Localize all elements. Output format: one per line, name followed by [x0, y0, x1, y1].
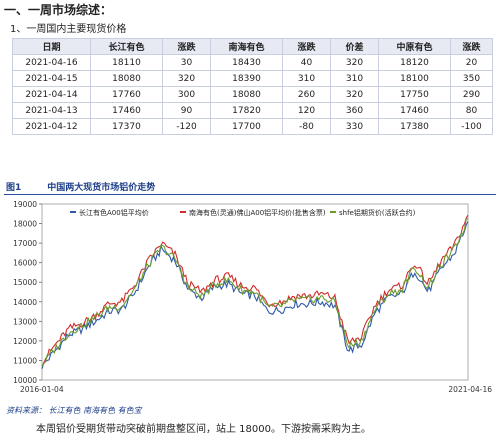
- y-tick-label: 14000: [13, 298, 37, 307]
- y-tick-label: 18000: [13, 220, 37, 229]
- column-header: 日期: [12, 38, 91, 55]
- table-cell: -120: [162, 118, 211, 135]
- table-cell: 18120: [378, 54, 451, 71]
- y-tick-label: 16000: [13, 259, 37, 268]
- aluminum-price-chart: 10000 11000 12000 13000 14000 15000 16000 17000…: [13, 200, 492, 394]
- column-header: 南海有色: [210, 38, 283, 55]
- series-line: [41, 221, 469, 370]
- y-tick-label: 12000: [13, 337, 37, 346]
- series-line: [41, 214, 469, 367]
- table-cell: 320: [330, 54, 379, 71]
- table-cell: 120: [282, 102, 331, 119]
- summary-text: 本周铝价受期货带动突破前期盘整区间，站上 18000。下游按需采购为主。: [36, 424, 371, 435]
- table-cell: 260: [282, 86, 331, 103]
- table-cell: 17750: [378, 86, 451, 103]
- legend-label: 南海有色(灵通)佛山A00铝平均价(批售含票): [189, 208, 326, 217]
- column-header: 涨跌: [282, 38, 331, 55]
- table-cell: 17820: [210, 102, 283, 119]
- table-cell: 30: [162, 54, 211, 71]
- table-cell: 17370: [90, 118, 163, 135]
- y-tick-label: 17000: [13, 239, 37, 248]
- table-cell: 2021-04-16: [12, 54, 91, 71]
- column-header: 中原有色: [378, 38, 451, 55]
- plot-frame: [41, 203, 469, 381]
- table-cell: 360: [330, 102, 379, 119]
- table-cell: 290: [450, 86, 493, 103]
- table-cell: 350: [450, 70, 493, 87]
- table-cell: 20: [450, 54, 493, 71]
- x-tick-label: 2021-04-16: [448, 385, 492, 394]
- table-cell: 17460: [90, 102, 163, 119]
- y-tick-label: 13000: [13, 317, 37, 326]
- figure-number: 图1: [6, 183, 22, 193]
- table-cell: 18390: [210, 70, 283, 87]
- table-cell: 310: [330, 70, 379, 87]
- table-cell: 18080: [90, 70, 163, 87]
- table-cell: 310: [282, 70, 331, 87]
- table-cell: -80: [282, 118, 331, 135]
- y-tick-label: 19000: [13, 200, 37, 209]
- table-cell: 2021-04-15: [12, 70, 91, 87]
- table-cell: 2021-04-12: [12, 118, 91, 135]
- column-header: 涨跌: [450, 38, 493, 55]
- table-row: 2021-04-15 18080 320 18390 310 310 18100 350: [12, 70, 493, 87]
- legend-label: shfe铝期货价(活跃合约): [339, 208, 416, 217]
- price-table: 日期 长江有色 涨跌 南海有色 涨跌 价差 中原有色 涨跌 2021-04-16 18110 30…: [12, 38, 493, 135]
- x-tick-label: 2016-01-04: [20, 385, 64, 394]
- table-cell: 320: [162, 70, 211, 87]
- table-cell: 330: [330, 118, 379, 135]
- table-cell: -100: [450, 118, 493, 135]
- section-heading: 一、一周市场综述：: [4, 3, 113, 17]
- table-cell: 18100: [378, 70, 451, 87]
- table-row: 2021-04-14 17760 300 18080 260 320 17750 290: [12, 86, 493, 103]
- table-header-row: 日期 长江有色 涨跌 南海有色 涨跌 价差 中原有色 涨跌: [12, 38, 493, 55]
- table-cell: 300: [162, 86, 211, 103]
- table-cell: 40: [282, 54, 331, 71]
- y-tick-label: 11000: [13, 356, 37, 365]
- figure-caption: 中国两大现货市场铝价走势: [47, 183, 156, 193]
- table-cell: 18430: [210, 54, 283, 71]
- table-cell: 18080: [210, 86, 283, 103]
- y-tick-label: 10000: [13, 376, 37, 385]
- figure-source: 资料来源： 长江有色 南海有色 有色宝: [6, 406, 142, 415]
- table-cell: 17380: [378, 118, 451, 135]
- figure-divider: [4, 194, 496, 195]
- table-cell: 80: [450, 102, 493, 119]
- legend-label: 长江有色A00铝平均价: [79, 208, 149, 217]
- table-cell: 18110: [90, 54, 163, 71]
- table-cell: 2021-04-13: [12, 102, 91, 119]
- table-row: 2021-04-16 18110 30 18430 40 320 18120 20: [12, 54, 493, 71]
- table-cell: 17460: [378, 102, 451, 119]
- table-cell: 2021-04-14: [12, 86, 91, 103]
- figure-title: 图1 中国两大现货市场铝价走势: [6, 180, 155, 193]
- table-cell: 17700: [210, 118, 283, 135]
- table-row: 2021-04-13 17460 90 17820 120 360 17460 80: [12, 102, 493, 119]
- series-line: [41, 218, 469, 367]
- table-cell: 90: [162, 102, 211, 119]
- y-tick-label: 15000: [13, 278, 37, 287]
- column-header: 涨跌: [162, 38, 211, 55]
- subsection-heading: 1、一周国内主要现货价格: [10, 24, 127, 35]
- column-header: 价差: [330, 38, 379, 55]
- table-cell: 17760: [90, 86, 163, 103]
- table-row: 2021-04-12 17370 -120 17700 -80 330 17380 -100: [12, 118, 493, 135]
- column-header: 长江有色: [90, 38, 163, 55]
- table-cell: 320: [330, 86, 379, 103]
